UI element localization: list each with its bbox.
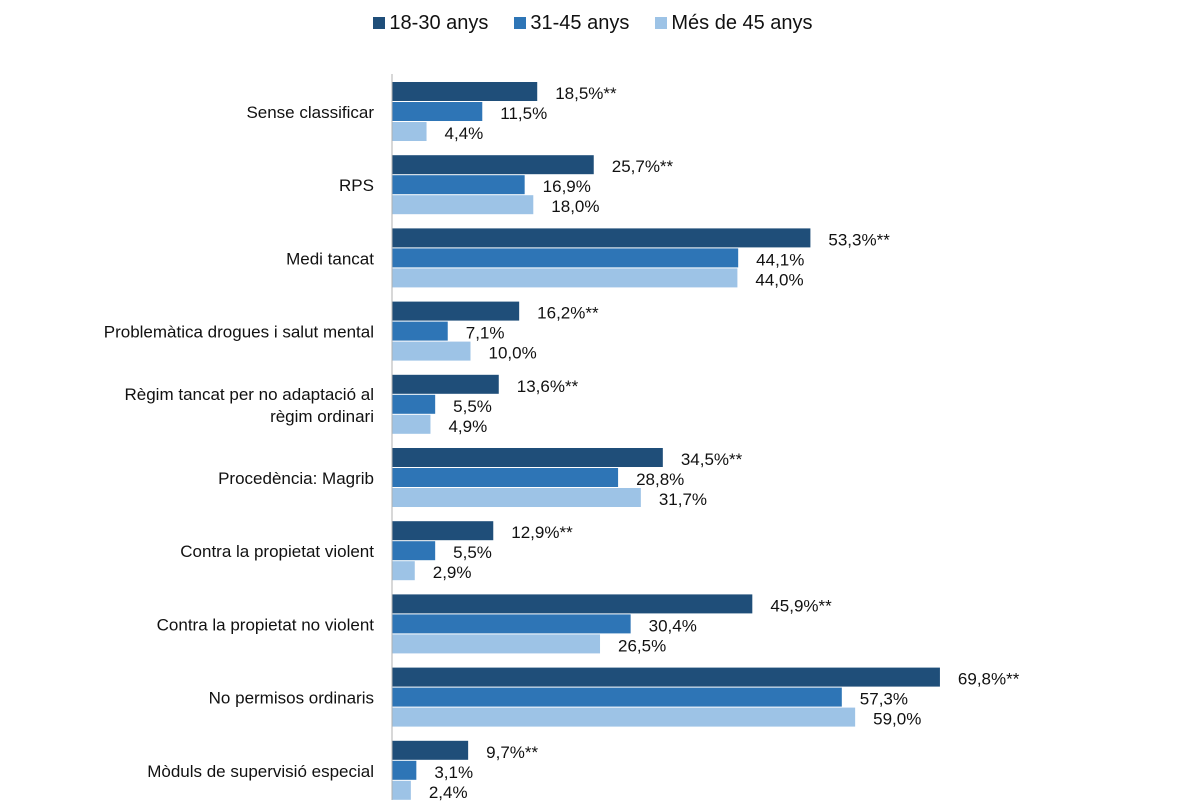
data-label: 12,9%** xyxy=(511,523,573,542)
bar xyxy=(392,667,940,687)
bar xyxy=(392,82,538,101)
category-label: règim ordinari xyxy=(270,407,374,426)
data-label: 69,8%** xyxy=(958,670,1020,689)
bar xyxy=(392,414,431,434)
category-label: Mòduls de supervisió especial xyxy=(147,762,374,781)
data-label: 31,7% xyxy=(659,490,707,509)
category-label: Contra la propietat no violent xyxy=(157,615,375,634)
legend-item-18-30: 18-30 anys xyxy=(373,12,488,35)
bar xyxy=(392,740,469,760)
legend-swatch-31-45 xyxy=(514,17,527,29)
data-label: 18,0% xyxy=(551,197,599,216)
bar xyxy=(392,707,856,727)
data-label: 57,3% xyxy=(860,690,908,709)
data-label: 13,6%** xyxy=(517,377,579,396)
bar xyxy=(392,448,663,467)
legend-item-over-45: Més de 45 anys xyxy=(655,11,813,35)
bar xyxy=(392,122,427,141)
bar xyxy=(392,341,471,361)
category-label: Medi tancat xyxy=(286,249,374,268)
bar xyxy=(392,561,415,581)
bar xyxy=(392,780,411,800)
data-label: 44,0% xyxy=(755,270,803,289)
bar xyxy=(392,521,494,541)
data-label: 5,5% xyxy=(453,397,492,416)
legend-label-18-30: 18-30 anys xyxy=(389,11,489,34)
data-label: 59,0% xyxy=(873,710,921,729)
bar xyxy=(392,102,483,121)
legend-label-31-45: 31-45 anys xyxy=(530,11,630,34)
category-label: Sense classificar xyxy=(246,103,374,122)
bar xyxy=(392,594,753,614)
data-label: 53,3%** xyxy=(828,230,890,249)
bar xyxy=(392,468,619,487)
bar xyxy=(392,321,448,341)
bar xyxy=(392,175,525,195)
data-label: 5,5% xyxy=(453,543,492,562)
data-label: 9,7%** xyxy=(486,743,538,762)
bar xyxy=(392,394,436,414)
data-label: 26,5% xyxy=(618,636,666,655)
category-label: Procedència: Magrib xyxy=(218,469,374,488)
legend-swatch-18-30 xyxy=(373,17,386,29)
category-label: Contra la propietat violent xyxy=(180,542,374,561)
data-label: 45,9%** xyxy=(770,596,832,615)
bar xyxy=(392,760,417,780)
data-label: 25,7%** xyxy=(612,157,674,176)
data-label: 34,5%** xyxy=(681,450,743,469)
bar xyxy=(392,488,641,507)
data-label: 4,4% xyxy=(445,124,484,143)
data-label: 2,9% xyxy=(433,563,472,582)
bar xyxy=(392,228,811,248)
bar xyxy=(392,248,739,268)
bar xyxy=(392,268,738,288)
category-label: No permisos ordinaris xyxy=(209,689,374,708)
legend-item-31-45: 31-45 anys xyxy=(514,12,629,35)
data-label: 16,9% xyxy=(543,177,591,196)
category-label: Règim tancat per no adaptació al xyxy=(125,385,375,404)
category-label: RPS xyxy=(339,176,374,195)
data-label: 16,2%** xyxy=(537,304,599,323)
bar xyxy=(392,634,601,654)
data-label: 4,9% xyxy=(448,417,487,436)
data-label: 28,8% xyxy=(636,470,684,489)
data-label: 10,0% xyxy=(489,344,537,363)
data-label: 7,1% xyxy=(466,324,505,343)
bar xyxy=(392,195,534,215)
data-label: 18,5%** xyxy=(555,84,617,103)
data-label: 2,4% xyxy=(429,783,468,801)
bar xyxy=(392,374,499,394)
bar xyxy=(392,541,436,561)
bar xyxy=(392,155,594,175)
data-label: 30,4% xyxy=(649,616,697,635)
legend-swatch-over-45 xyxy=(655,17,668,29)
legend: 18-30 anys 31-45 anys Més de 45 anys xyxy=(0,8,1186,38)
bar xyxy=(392,614,631,634)
category-label: Problemàtica drogues i salut mental xyxy=(104,323,374,342)
bar xyxy=(392,687,842,707)
data-label: 11,5% xyxy=(500,104,547,123)
bar xyxy=(392,301,520,321)
data-label: 3,1% xyxy=(434,763,473,782)
legend-label-over-45: Més de 45 anys xyxy=(671,11,813,34)
data-label: 44,1% xyxy=(756,250,804,269)
